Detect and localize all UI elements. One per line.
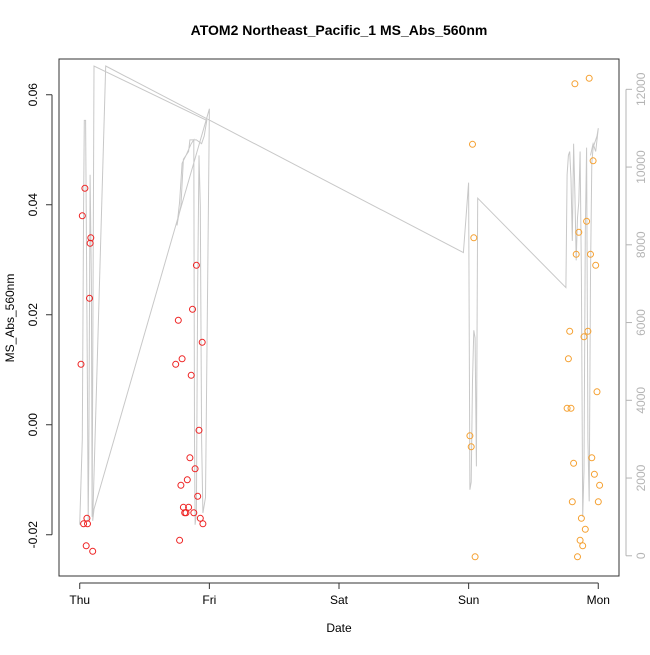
data-point: [190, 509, 198, 517]
y2-tick-label: 2000: [634, 464, 648, 491]
data-point: [177, 481, 185, 489]
data-point: [589, 157, 597, 165]
y2-tick-label: 12000: [634, 72, 648, 106]
data-point: [580, 333, 588, 341]
data-point: [87, 234, 95, 242]
data-point: [590, 470, 598, 478]
data-point: [89, 547, 97, 555]
plot-frame: [58, 58, 620, 577]
data-point: [469, 140, 476, 148]
data-points-layer: [77, 74, 604, 561]
y2-tick-label: 4000: [634, 387, 648, 414]
data-point: [86, 294, 93, 302]
x-tick-label: Mon: [587, 593, 610, 607]
y-axis-label: MS_Abs_560nm: [3, 274, 17, 363]
data-point: [176, 536, 184, 544]
data-point: [199, 520, 207, 528]
data-point: [471, 553, 479, 561]
data-point: [566, 327, 574, 335]
data-point: [189, 305, 196, 313]
y-tick-label: 0.06: [26, 83, 40, 107]
data-point: [587, 250, 594, 258]
x-tick-label: Sat: [330, 593, 349, 607]
data-point: [84, 520, 91, 528]
data-point: [579, 542, 587, 550]
data-point: [466, 432, 474, 440]
x-axis-label: Date: [326, 621, 352, 635]
y2-tick-label: 10000: [634, 150, 648, 184]
data-point: [78, 212, 86, 220]
data-point: [575, 228, 583, 236]
data-point: [183, 476, 191, 484]
data-point: [81, 184, 89, 192]
secondary-line-layer: [79, 65, 599, 525]
data-point: [82, 542, 90, 550]
data-point: [178, 355, 186, 363]
y-tick-label: 0.00: [26, 413, 40, 437]
data-point: [570, 459, 578, 467]
x-tick-label: Thu: [69, 593, 90, 607]
data-point: [594, 498, 602, 506]
y-tick-label: -0.02: [26, 521, 40, 549]
data-point: [563, 404, 571, 412]
y2-tick-label: 0: [634, 552, 648, 559]
data-point: [567, 404, 575, 412]
secondary-series-line: [79, 65, 599, 525]
data-point: [568, 498, 576, 506]
data-point: [186, 454, 194, 462]
data-point: [577, 514, 585, 522]
x-tick-label: Sun: [458, 593, 479, 607]
y-tick-label: 0.04: [26, 193, 40, 217]
data-point: [588, 454, 596, 462]
data-point: [198, 338, 206, 346]
data-point: [581, 525, 589, 533]
chart-title: ATOM2 Northeast_Pacific_1 MS_Abs_560nm: [191, 22, 488, 38]
data-point: [467, 443, 475, 451]
data-point: [194, 492, 202, 500]
data-point: [576, 536, 584, 544]
data-point: [585, 74, 593, 82]
y2-tick-label: 6000: [634, 309, 648, 336]
data-point: [572, 250, 580, 258]
data-point: [172, 360, 180, 368]
data-point: [571, 80, 579, 88]
data-point: [195, 426, 203, 434]
data-point: [470, 234, 478, 242]
data-point: [196, 514, 204, 522]
data-point: [564, 355, 572, 363]
axes-layer: -0.02 0.00 0.02 0.04 0.06 0 2000 4000 6000 8000 10…: [26, 72, 648, 607]
data-point: [185, 503, 193, 511]
data-point: [182, 509, 190, 517]
data-point: [596, 481, 604, 489]
x-tick-label: Fri: [202, 593, 216, 607]
data-point: [593, 388, 601, 396]
data-point: [80, 520, 88, 528]
data-point: [584, 327, 592, 335]
data-point: [574, 553, 581, 561]
data-point: [191, 465, 199, 473]
data-point: [174, 316, 182, 324]
data-point: [187, 371, 195, 379]
data-point: [583, 217, 591, 225]
data-point: [192, 261, 200, 269]
y-tick-label: 0.02: [26, 303, 40, 327]
y2-tick-label: 8000: [634, 231, 648, 258]
data-point: [77, 360, 85, 368]
data-point: [592, 261, 600, 269]
